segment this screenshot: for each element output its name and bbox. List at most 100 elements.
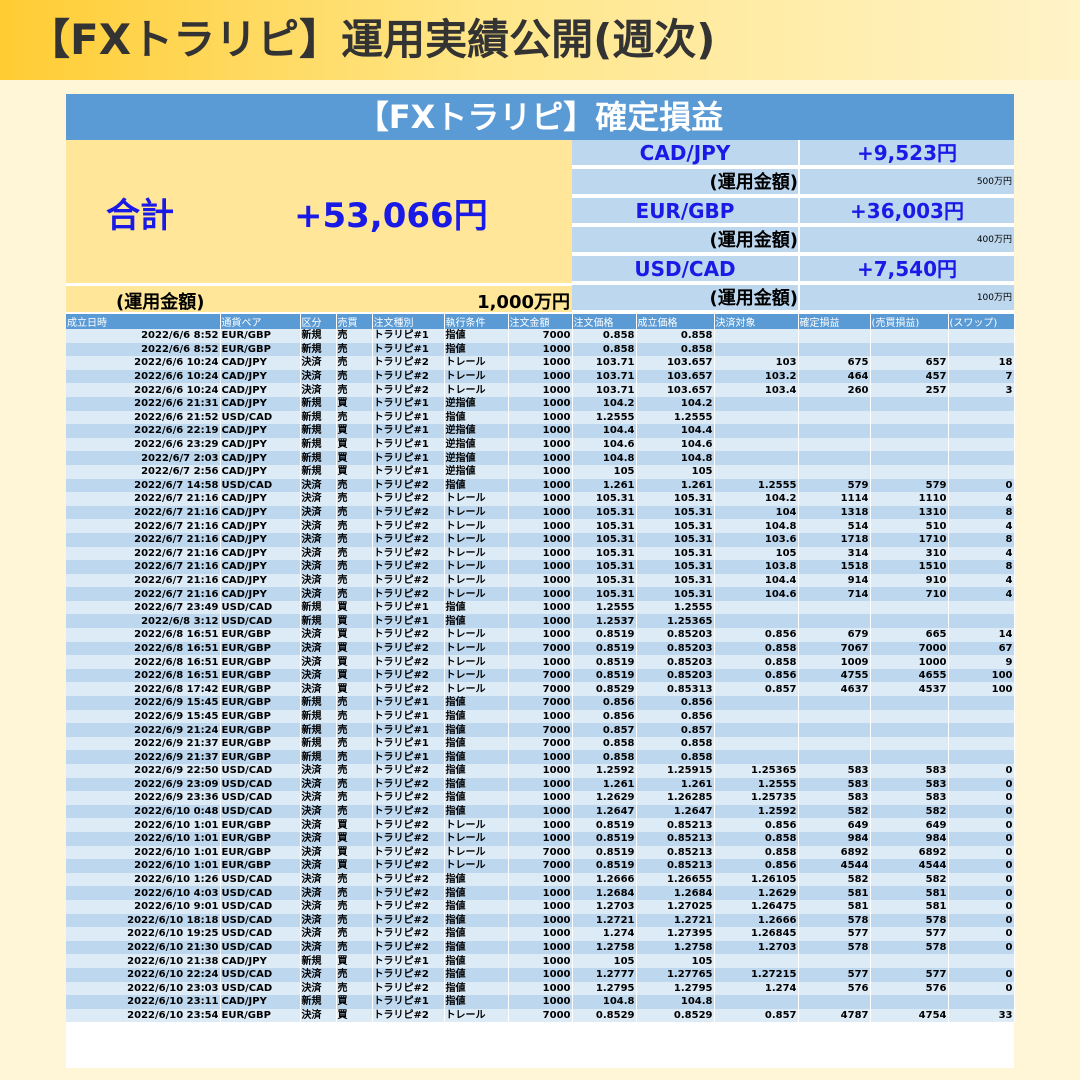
table-cell: CAD/JPY xyxy=(220,587,301,601)
table-cell: 4754 xyxy=(870,1008,949,1023)
pair-amount-row: (運用金額) 400万円 xyxy=(572,227,1014,254)
table-cell: 104.2 xyxy=(714,492,799,506)
table-cell: トレール xyxy=(444,573,509,588)
amount-value: 100万円 xyxy=(800,285,1014,312)
table-cell: 0.858 xyxy=(636,736,715,751)
table-cell: 0.858 xyxy=(714,641,799,656)
table-row: 2022/6/6 22:19 CAD/JPY 新規買トラリピ#1 逆指値 1000 104… xyxy=(66,424,1015,438)
table-cell: 4 xyxy=(948,573,1015,588)
total-box: 合計 +53,066円 xyxy=(66,140,572,283)
table-cell: 2022/6/10 1:01 xyxy=(66,831,221,846)
table-cell: 104.8 xyxy=(572,451,637,465)
table-cell: CAD/JPY xyxy=(220,492,301,506)
table-cell: 売 xyxy=(336,899,373,914)
table-cell: 2022/6/8 16:51 xyxy=(66,641,221,656)
table-cell: トラリピ#1 xyxy=(372,995,445,1009)
table-cell: 買 xyxy=(336,396,373,411)
table-cell: トレール xyxy=(444,859,509,873)
table-cell: 売 xyxy=(336,927,373,941)
table-cell: 103.4 xyxy=(714,383,799,397)
table-cell: 583 xyxy=(798,791,871,805)
results-panel: 【FXトラリピ】確定損益 合計 +53,066円 CAD/JPY +9,523円… xyxy=(66,94,1015,1068)
table-cell: 1000 xyxy=(508,791,573,805)
table-cell: 1000 xyxy=(508,600,573,615)
table-cell: USD/CAD xyxy=(220,764,301,778)
table-cell: 104.2 xyxy=(572,396,637,411)
table-cell: トレール xyxy=(444,369,509,384)
table-cell: 3 xyxy=(948,383,1015,397)
table-cell: USD/CAD xyxy=(220,614,301,629)
table-cell: 464 xyxy=(798,369,871,384)
table-cell: 582 xyxy=(798,872,871,887)
table-cell: 105.31 xyxy=(572,587,637,601)
table-cell: 2022/6/10 21:38 xyxy=(66,954,221,968)
table-cell: 1000 xyxy=(508,818,573,832)
table-cell: トレール xyxy=(444,818,509,832)
table-cell: 1000 xyxy=(508,655,573,669)
table-cell: 0 xyxy=(948,967,1015,982)
table-cell: 買 xyxy=(336,1008,373,1023)
table-cell xyxy=(870,736,949,751)
pair-name: USD/CAD xyxy=(572,256,798,283)
table-cell: 決済 xyxy=(300,872,337,887)
table-cell: 1.26285 xyxy=(636,791,715,805)
table-cell: EUR/GBP xyxy=(220,845,301,860)
table-cell: EUR/GBP xyxy=(220,655,301,669)
table-cell: 売 xyxy=(336,342,373,357)
table-cell: 105 xyxy=(636,464,715,479)
table-cell xyxy=(948,736,1015,751)
table-cell: 1318 xyxy=(798,505,871,520)
table-cell: USD/CAD xyxy=(220,899,301,914)
table-cell: 1.261 xyxy=(636,777,715,792)
table-cell: 103 xyxy=(714,356,799,370)
table-cell: トラリピ#2 xyxy=(372,573,445,588)
table-cell: 決済 xyxy=(300,764,337,778)
table-cell: 1.27215 xyxy=(714,967,799,982)
table-cell: 1.274 xyxy=(572,927,637,941)
table-cell: 105.31 xyxy=(636,546,715,561)
table-cell: 0.8519 xyxy=(572,655,637,669)
table-cell: 指値 xyxy=(444,764,509,778)
table-cell: 649 xyxy=(870,818,949,832)
table-cell: 1.2555 xyxy=(714,777,799,792)
table-row: 2022/6/8 16:51 EUR/GBP 決済買トラリピ#2 トレール 1000 0.… xyxy=(66,655,1015,669)
table-cell: 2022/6/9 21:37 xyxy=(66,736,221,751)
total-amount-row: (運用金額) 1,000万円 xyxy=(66,286,572,313)
table-cell: 105.31 xyxy=(636,587,715,601)
table-cell: 2022/6/10 4:03 xyxy=(66,886,221,900)
table-row: 2022/6/10 23:03 USD/CAD 決済売トラリピ#2 指値 1000 1.2… xyxy=(66,981,1015,996)
table-cell: 0.857 xyxy=(714,682,799,697)
table-cell: トレール xyxy=(444,1008,509,1023)
table-cell: 指値 xyxy=(444,927,509,941)
table-cell: 0.856 xyxy=(714,859,799,873)
table-cell xyxy=(870,954,949,968)
table-cell: 1.2647 xyxy=(636,804,715,819)
table-cell: トラリピ#2 xyxy=(372,1008,445,1023)
table-cell: 7000 xyxy=(508,859,573,873)
table-cell xyxy=(948,723,1015,737)
title-banner: 【FXトラリピ】運用実績公開(週次) xyxy=(0,0,1080,80)
table-cell: 7067 xyxy=(798,641,871,656)
table-cell: EUR/GBP xyxy=(220,628,301,642)
table-cell: 0.858 xyxy=(636,342,715,357)
table-cell xyxy=(870,709,949,724)
table-cell: 逆指値 xyxy=(444,437,509,452)
table-cell xyxy=(798,437,871,452)
table-cell: 新規 xyxy=(300,396,337,411)
table-cell xyxy=(798,696,871,710)
table-cell xyxy=(798,410,871,425)
table-cell: 4537 xyxy=(870,682,949,697)
table-cell: 104.8 xyxy=(636,995,715,1009)
table-cell: 売 xyxy=(336,369,373,384)
table-cell xyxy=(714,995,799,1009)
table-cell xyxy=(798,723,871,737)
table-cell: 指値 xyxy=(444,967,509,982)
table-cell: 1.26475 xyxy=(714,899,799,914)
table-row: 2022/6/9 21:24 EUR/GBP 新規売トラリピ#1 指値 7000 0.85… xyxy=(66,723,1015,737)
table-cell: トラリピ#2 xyxy=(372,777,445,792)
table-cell: 510 xyxy=(870,519,949,533)
table-cell: 指値 xyxy=(444,777,509,792)
table-cell: トラリピ#2 xyxy=(372,655,445,669)
table-cell: 指値 xyxy=(444,600,509,615)
table-cell: トラリピ#2 xyxy=(372,383,445,397)
